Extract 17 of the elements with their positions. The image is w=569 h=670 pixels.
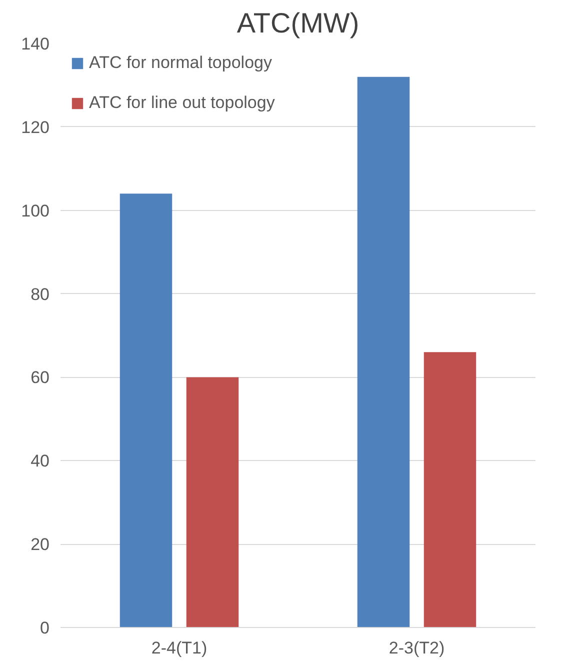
chart-title: ATC(MW) bbox=[236, 8, 360, 38]
y-tick-label: 40 bbox=[30, 452, 50, 471]
bar bbox=[186, 377, 239, 628]
x-tick-label: 2-3(T2) bbox=[388, 638, 445, 658]
y-tick-label: 80 bbox=[30, 284, 50, 304]
y-tick-label: 120 bbox=[21, 118, 50, 137]
legend-label: ATC for normal topology bbox=[89, 53, 272, 73]
y-tick-label: 0 bbox=[40, 618, 50, 638]
bar bbox=[424, 352, 476, 628]
y-tick-label: 60 bbox=[30, 368, 50, 388]
y-tick-label: 20 bbox=[30, 535, 50, 554]
y-tick-label: 100 bbox=[21, 201, 50, 220]
legend-label: ATC for line out topology bbox=[89, 93, 275, 113]
bar bbox=[357, 76, 410, 628]
y-tick-label: 140 bbox=[21, 34, 50, 54]
x-tick-label: 2-4(T1) bbox=[151, 638, 208, 658]
bar bbox=[120, 194, 172, 628]
